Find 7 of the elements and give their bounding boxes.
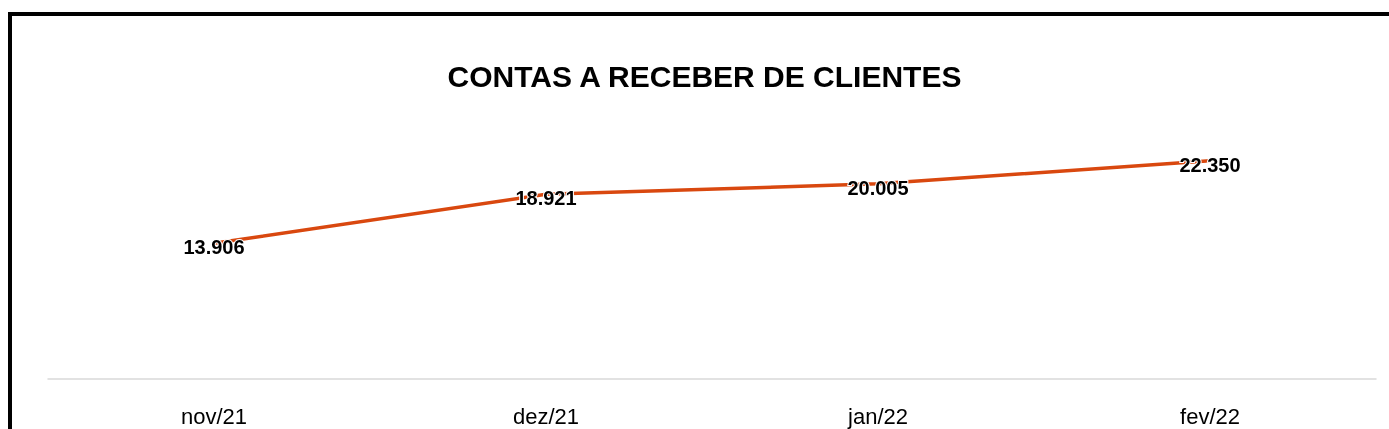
x-tick-label: fev/22 xyxy=(1180,403,1240,429)
x-tick-label: dez/21 xyxy=(512,403,580,429)
x-tick-label: nov/21 xyxy=(180,403,248,429)
data-label: 22.350 xyxy=(1179,153,1241,176)
chart-title: CONTAS A RECEBER DE CLIENTES xyxy=(447,59,962,93)
data-label: 13.906 xyxy=(183,236,245,259)
x-tick-label: jan/22 xyxy=(847,403,908,429)
